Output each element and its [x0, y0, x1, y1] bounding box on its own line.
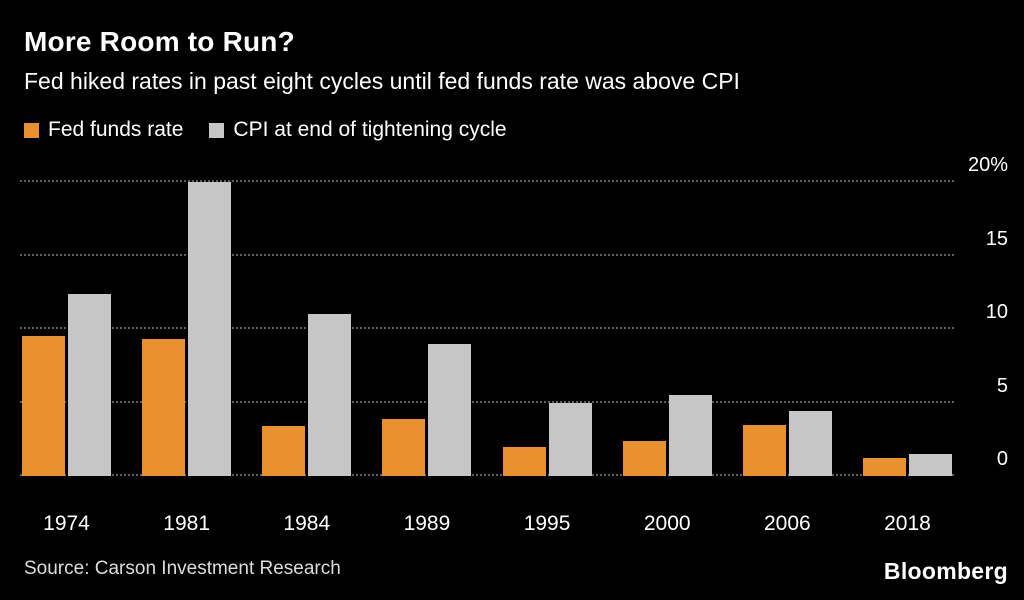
bar-2000-fed-funds-rate — [622, 440, 666, 476]
gridline-10 — [20, 327, 954, 329]
bars-container — [20, 182, 954, 476]
x-axis-label-1984: 1984 — [283, 512, 331, 535]
bar-2006-fed-funds-rate — [742, 424, 786, 476]
bar-2018-fed-funds-rate — [862, 458, 906, 476]
bar-group-1974 — [22, 293, 111, 476]
x-axis-label-1974: 1974 — [43, 512, 90, 535]
y-axis-label-15: 15 — [985, 227, 1008, 250]
bar-group-1995 — [502, 402, 592, 476]
bloomberg-logo: Bloomberg — [883, 558, 1008, 584]
x-axis-label-2000: 2000 — [643, 512, 691, 535]
legend-item-cpi-at-end-of-tightening-cycle: CPI at end of tightening cycle — [209, 118, 507, 142]
bar-group-2000 — [622, 395, 712, 476]
bar-group-1981 — [142, 182, 232, 476]
bar-1981-cpi-at-end-of-tightening-cycle — [188, 182, 232, 476]
source-note: Source: Carson Investment Research — [24, 558, 341, 579]
chart-subtitle: Fed hiked rates in past eight cycles unt… — [24, 68, 740, 94]
bar-1995-cpi-at-end-of-tightening-cycle — [548, 402, 592, 476]
legend-item-fed-funds-rate: Fed funds rate — [24, 118, 183, 142]
bar-group-1984 — [262, 314, 352, 476]
bar-1984-fed-funds-rate — [262, 426, 306, 476]
bar-1989-fed-funds-rate — [382, 418, 426, 476]
bar-1974-cpi-at-end-of-tightening-cycle — [68, 293, 111, 476]
bar-2018-cpi-at-end-of-tightening-cycle — [908, 453, 952, 476]
bar-1989-cpi-at-end-of-tightening-cycle — [428, 343, 472, 476]
bar-group-2018 — [862, 453, 952, 476]
fed-funds-rate-swatch-icon — [24, 122, 39, 138]
x-axis-label-1981: 1981 — [163, 512, 210, 535]
gridline-20 — [20, 180, 954, 182]
x-axis-labels: 1974 1981 1984 1989 1995 2000 2006 2018 — [20, 512, 954, 536]
plot-area — [20, 180, 954, 476]
bar-2000-cpi-at-end-of-tightening-cycle — [668, 395, 712, 476]
x-axis-label-1989: 1989 — [403, 512, 451, 535]
x-axis-label-2006: 2006 — [763, 512, 811, 535]
legend-label: CPI at end of tightening cycle — [233, 118, 507, 141]
bar-2006-cpi-at-end-of-tightening-cycle — [788, 411, 832, 476]
y-axis-labels: 0 5 10 15 20% — [954, 154, 1008, 476]
chart-legend: Fed funds rate CPI at end of tightening c… — [24, 118, 507, 142]
gridline-15 — [20, 253, 954, 256]
y-axis-label-10: 10 — [985, 301, 1008, 323]
chart-title: More Room to Run? — [24, 26, 295, 57]
bar-group-2006 — [742, 411, 832, 476]
y-axis-label-20: 20% — [967, 154, 1008, 176]
x-axis-label-2018: 2018 — [884, 512, 931, 535]
bar-group-1989 — [382, 343, 472, 476]
x-axis-label-1995: 1995 — [523, 512, 571, 535]
y-axis-label-0: 0 — [996, 448, 1008, 470]
y-axis-label-5: 5 — [996, 374, 1008, 397]
bar-1995-fed-funds-rate — [502, 446, 546, 476]
bar-1984-cpi-at-end-of-tightening-cycle — [308, 314, 352, 476]
gridline-5 — [20, 400, 954, 403]
bar-1974-fed-funds-rate — [22, 336, 65, 476]
bar-1981-fed-funds-rate — [142, 339, 186, 476]
gridline-0 — [20, 474, 954, 476]
legend-label: Fed funds rate — [48, 118, 184, 141]
cpi-at-end-of-tightening-cycle-swatch-icon — [209, 122, 225, 138]
